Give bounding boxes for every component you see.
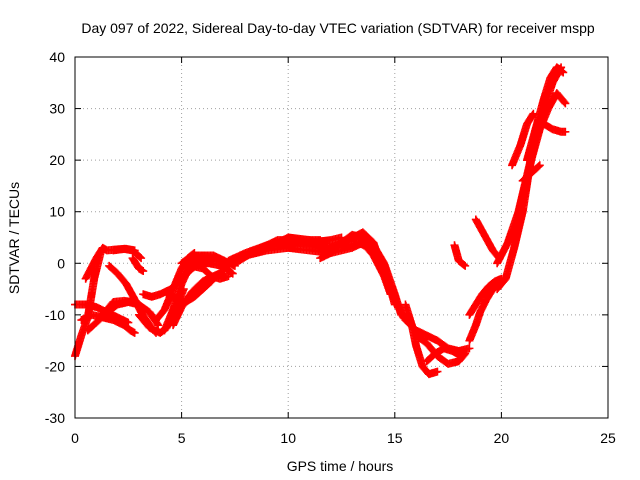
data-point <box>561 127 570 136</box>
data-point <box>228 269 237 278</box>
y-tick-label: -30 <box>45 410 65 426</box>
data-point <box>130 328 139 337</box>
x-tick-label: 0 <box>71 430 79 446</box>
y-axis-label: SDTVAR / TECUs <box>6 182 22 294</box>
series-arc-30 <box>412 331 470 368</box>
data-point <box>557 63 566 72</box>
data-point <box>227 268 236 277</box>
plot-border <box>74 56 609 419</box>
data-points <box>71 63 570 379</box>
y-tick-label: 20 <box>49 152 65 168</box>
series-arc-07 <box>96 296 143 322</box>
data-point <box>461 261 470 270</box>
y-tick-label: 0 <box>57 255 65 271</box>
series-arc-40 <box>522 120 570 165</box>
data-point <box>535 161 544 170</box>
data-point <box>465 344 474 353</box>
plot-frame <box>74 56 609 419</box>
y-tick-label: -10 <box>45 307 65 323</box>
data-point <box>386 290 395 299</box>
data-point <box>134 300 143 309</box>
data-point <box>139 267 148 276</box>
data-point <box>561 99 570 108</box>
x-tick-label: 15 <box>387 430 403 446</box>
data-point <box>206 278 215 287</box>
series-arc-34 <box>465 279 504 345</box>
x-axis-label: GPS time / hours <box>287 458 394 474</box>
y-tick-label: 10 <box>49 204 65 220</box>
data-point <box>136 253 145 262</box>
data-point <box>534 162 543 171</box>
data-point <box>461 349 470 358</box>
series-arc-18 <box>181 259 237 278</box>
data-point <box>124 318 133 327</box>
data-point <box>137 254 146 263</box>
x-tick-label: 5 <box>178 430 186 446</box>
data-point <box>433 367 442 376</box>
series-arc-09 <box>128 254 148 276</box>
series-arc-27 <box>358 238 395 299</box>
series-arc-15 <box>162 277 216 306</box>
series-arc-39 <box>508 109 538 170</box>
y-tick-label: 30 <box>49 101 65 117</box>
x-tick-label: 20 <box>494 430 510 446</box>
x-tick-label: 25 <box>600 430 616 446</box>
chart-title: Day 097 of 2022, Sidereal Day-to-day VTE… <box>81 20 594 36</box>
series-arc-41 <box>518 161 544 185</box>
series-arc-32 <box>450 241 470 270</box>
y-axis-ticks: -30 -20 -10 0 10 20 30 40 <box>45 49 608 426</box>
series-arc-08 <box>109 244 146 263</box>
x-axis-ticks: 0 5 10 15 20 25 <box>71 57 616 446</box>
data-point <box>456 352 465 361</box>
data-point <box>529 109 538 118</box>
data-point <box>560 98 569 107</box>
y-tick-label: -20 <box>45 358 65 374</box>
data-point <box>460 261 469 270</box>
series-arc-31 <box>422 344 465 366</box>
y-tick-label: 40 <box>49 49 65 65</box>
data-point <box>154 321 163 330</box>
data-point <box>390 300 399 309</box>
data-point <box>96 248 105 257</box>
x-tick-label: 10 <box>280 430 296 446</box>
